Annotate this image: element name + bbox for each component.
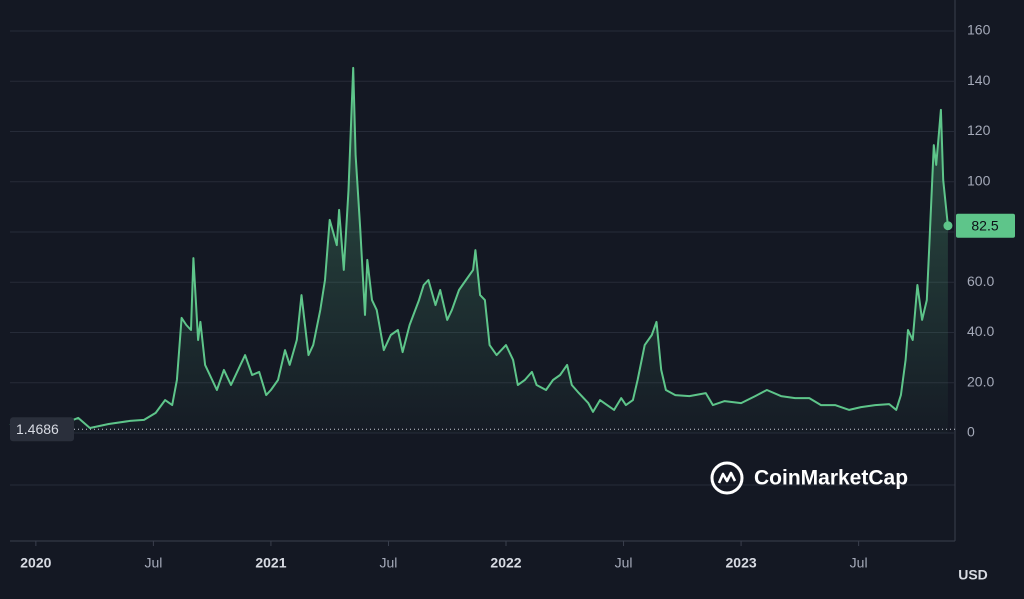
- x-tick-label: Jul: [144, 555, 162, 571]
- y-tick-label: 140: [967, 72, 991, 88]
- x-tick-label: Jul: [615, 555, 633, 571]
- x-tick-label: 2020: [20, 555, 51, 571]
- unit-label: USD: [958, 567, 988, 583]
- start-price-label: 1.4686: [16, 421, 59, 437]
- x-tick-label: 2021: [255, 555, 286, 571]
- logo-ring: [710, 461, 744, 495]
- brand-logo: [710, 461, 744, 495]
- x-tick-label: 2022: [490, 555, 521, 571]
- y-tick-label: 20.0: [967, 373, 994, 389]
- last-price-badge: [956, 213, 1015, 238]
- last-price-dot: [943, 221, 953, 231]
- price-area: [10, 67, 948, 434]
- logo-wave: [717, 471, 737, 484]
- plot: [9, 66, 953, 434]
- y-tick-label: 60.0: [967, 273, 994, 289]
- x-tick-label: Jul: [380, 555, 398, 571]
- y-tick-label: 160: [967, 22, 991, 38]
- y-tick-label: 100: [967, 172, 991, 188]
- y-tick-label: 40.0: [967, 323, 994, 339]
- start-price-badge: [10, 417, 74, 442]
- x-tick-label: 2023: [726, 555, 757, 571]
- y-tick-label: 0: [967, 424, 975, 440]
- x-tick-label: Jul: [850, 555, 868, 571]
- last-price-label: 82.5: [971, 217, 998, 233]
- y-tick-label: 120: [967, 122, 991, 138]
- brand-name: CoinMarketCap: [754, 467, 908, 490]
- price-line: [9, 66, 949, 429]
